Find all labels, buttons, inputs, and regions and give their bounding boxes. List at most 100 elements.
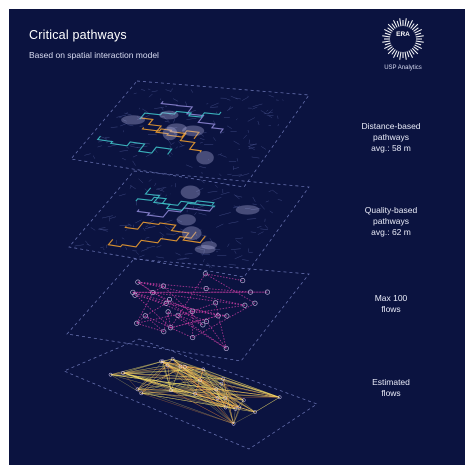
street-segment: [247, 248, 250, 252]
estimated-flow-line: [162, 361, 256, 413]
flow-line: [177, 314, 203, 326]
street-segment: [231, 174, 242, 177]
flow-node: [223, 396, 228, 400]
street-segment: [174, 132, 181, 137]
street-segment: [170, 88, 174, 92]
estimated-flow-line: [195, 393, 256, 413]
estimated-flow-line: [123, 369, 204, 374]
logo-ray: [399, 51, 402, 60]
logo-ray: [391, 49, 396, 55]
logo-ray: [387, 27, 393, 32]
flow-line: [170, 327, 193, 339]
street-segment: [199, 228, 202, 232]
street-segment: [219, 173, 222, 177]
street-segment: [228, 221, 239, 224]
layer-outline: [63, 338, 318, 450]
street-segment: [147, 133, 157, 136]
street-segment: [98, 227, 106, 229]
estimated-flow-line: [233, 408, 236, 424]
street-segment: [210, 102, 219, 107]
street-segment: [244, 207, 251, 209]
flow-node: [223, 345, 229, 351]
estimated-flow-line: [137, 361, 163, 390]
street-segment: [161, 107, 164, 111]
estimated-flow-line: [254, 397, 280, 413]
logo-ray: [393, 50, 398, 58]
flow-node: [215, 396, 220, 401]
street-segment: [195, 205, 206, 209]
street-segment: [236, 158, 239, 162]
street-segment: [176, 218, 183, 223]
figure-title: Critical pathways: [29, 28, 127, 42]
street-segment: [266, 109, 269, 112]
street-segment: [92, 155, 96, 159]
estimated-flow-line: [194, 393, 226, 408]
estimated-flow-line: [199, 380, 280, 398]
flow-node: [213, 300, 219, 306]
flow-node: [190, 335, 196, 341]
flow-node: [165, 363, 170, 368]
logo-ray: [410, 49, 415, 55]
flow-line: [167, 311, 171, 328]
estimated-flow-line: [137, 380, 200, 390]
layer-max-100-flows: [66, 258, 310, 362]
logo-ray: [411, 23, 419, 31]
flow-node: [161, 329, 167, 335]
street-segment: [149, 219, 155, 223]
layer-outline: [70, 80, 310, 188]
flow-node: [200, 322, 206, 328]
activity-area: [159, 110, 179, 120]
logo-ray: [404, 51, 407, 60]
estimated-flow-line: [123, 372, 244, 401]
estimated-flow-line: [123, 372, 226, 399]
estimated-flow-line: [233, 407, 240, 424]
street-segment: [257, 226, 262, 228]
street-segment: [264, 224, 269, 229]
street-segment: [269, 210, 274, 214]
street-segment: [209, 238, 213, 244]
logo-ray: [387, 47, 395, 55]
street-segment: [133, 92, 137, 95]
estimated-flow-line: [110, 372, 124, 375]
street-segment: [200, 253, 210, 255]
logo-ray: [391, 23, 396, 29]
street-segment: [247, 95, 249, 97]
street-segment: [124, 112, 132, 116]
layer-estimated-flows: [63, 338, 318, 450]
street-segment: [147, 226, 156, 228]
street-segment: [227, 125, 232, 129]
flow-node: [150, 290, 156, 296]
estimated-flow-line: [216, 389, 280, 398]
street-segment: [194, 212, 197, 216]
street-segment: [136, 251, 139, 255]
label-line: Estimated: [372, 377, 410, 387]
figure-subtitle: Based on spatial interaction model: [29, 50, 159, 60]
estimated-flow-line: [194, 393, 234, 424]
estimated-flow-line: [122, 372, 236, 410]
logo-ray: [408, 50, 413, 58]
label-estimated-flows: Estimated flows: [343, 377, 439, 399]
street-segment: [126, 147, 129, 149]
flow-line: [145, 315, 171, 329]
street-segment: [74, 244, 84, 247]
estimated-flow-line: [203, 369, 256, 413]
pathway-line: [96, 135, 173, 155]
logo-ray: [408, 20, 413, 28]
street-segment: [115, 240, 118, 244]
flow-line: [177, 304, 245, 316]
street-segment: [202, 258, 205, 263]
street-segment: [227, 243, 230, 247]
street-segment: [252, 106, 258, 110]
street-segment: [277, 123, 279, 127]
flow-node: [198, 378, 202, 383]
flow-node: [252, 300, 258, 306]
street-segment: [260, 228, 268, 230]
street-segment: [220, 191, 230, 195]
street-segment: [199, 179, 205, 184]
pathway-line: [135, 196, 215, 206]
flow-node: [135, 387, 140, 392]
logo-ray: [415, 40, 424, 43]
logo-ray: [414, 29, 422, 34]
street-segment: [268, 111, 271, 114]
flow-line: [145, 303, 167, 317]
